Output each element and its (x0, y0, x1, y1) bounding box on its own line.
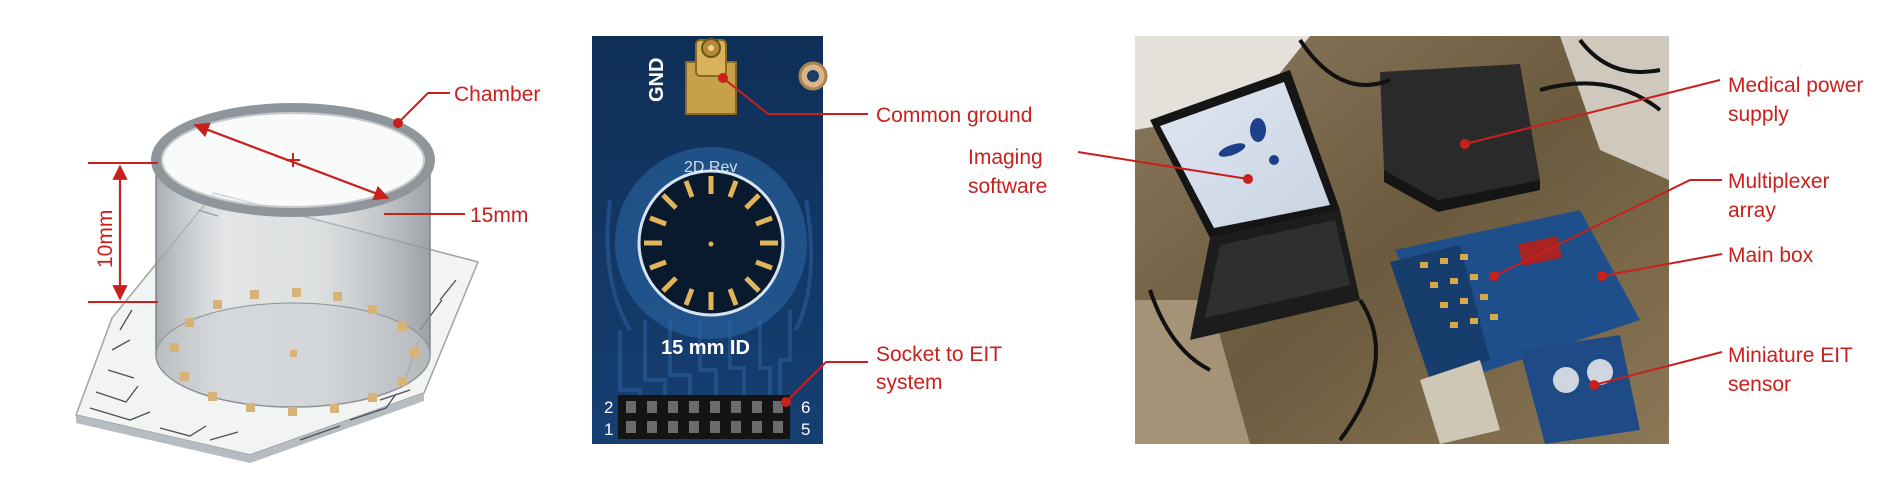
power-supply-box (1380, 64, 1540, 200)
mux-dot (1489, 271, 1499, 281)
panel-b-pcb-photo: GND 2D Rev 15 mm ID (592, 36, 1032, 444)
pin-label-2: 2 (604, 398, 613, 417)
pcb-id-text: 15 mm ID (661, 337, 750, 359)
pin-label-1: 1 (604, 420, 613, 439)
pin-label-6: 6 (801, 398, 810, 417)
diameter-label: 15mm (470, 204, 528, 227)
power-label-line1: Medical power (1728, 74, 1863, 97)
common-ground-label: Common ground (876, 104, 1032, 127)
socket-label-line1: Socket to EIT (876, 343, 1002, 366)
imaging-label-line2: software (968, 175, 1047, 198)
chamber-label: Chamber (454, 83, 540, 106)
power-dot (1460, 139, 1470, 149)
sensor-label-line1: Miniature EIT (1728, 344, 1853, 367)
pin-header-pins (626, 401, 783, 433)
power-leader (1464, 79, 1721, 145)
socket-leader (785, 361, 868, 403)
sensor-leader (1593, 351, 1723, 386)
pin-header (618, 395, 790, 439)
common-ground-dot (718, 73, 728, 83)
miniature-sensor-board (1520, 335, 1640, 444)
socket-label-line2: system (876, 371, 943, 394)
height-label: 10mm (94, 210, 117, 268)
imaging-label-line1: Imaging (968, 146, 1043, 169)
imaging-dot (1243, 174, 1253, 184)
mainbox-leader (1601, 253, 1723, 277)
pcb-rev-text: 2D Rev (684, 159, 737, 176)
laptop-screen (1160, 82, 1330, 228)
socket-leader-dot (781, 397, 791, 407)
panel-a-chamber-model: 10mm 15mm Chamber (74, 83, 540, 463)
multiplexer-chips (1420, 254, 1498, 328)
mux-label-line1: Multiplexer (1728, 170, 1830, 193)
gnd-text: GND (646, 58, 668, 102)
chamber-leader-dot (393, 118, 403, 128)
mux-label-line2: array (1728, 199, 1776, 222)
sensor-dot (1589, 380, 1599, 390)
power-label-line2: supply (1728, 103, 1789, 126)
electrode-ring (170, 288, 419, 416)
pcb-electrodes (644, 176, 778, 310)
cables (1148, 38, 1662, 442)
imaging-leader (1077, 151, 1249, 180)
chamber-leader (397, 92, 450, 124)
mainbox-label: Main box (1728, 244, 1814, 267)
common-ground-leader (722, 77, 868, 115)
mainbox-dot (1597, 271, 1607, 281)
diameter-arrow (193, 122, 390, 201)
mux-leader (1493, 179, 1722, 277)
pin-label-5: 5 (801, 420, 810, 439)
panel-c-system-photo: Imaging software Medical power supply Mu… (968, 36, 1863, 444)
sensor-label-line2: sensor (1728, 373, 1791, 396)
